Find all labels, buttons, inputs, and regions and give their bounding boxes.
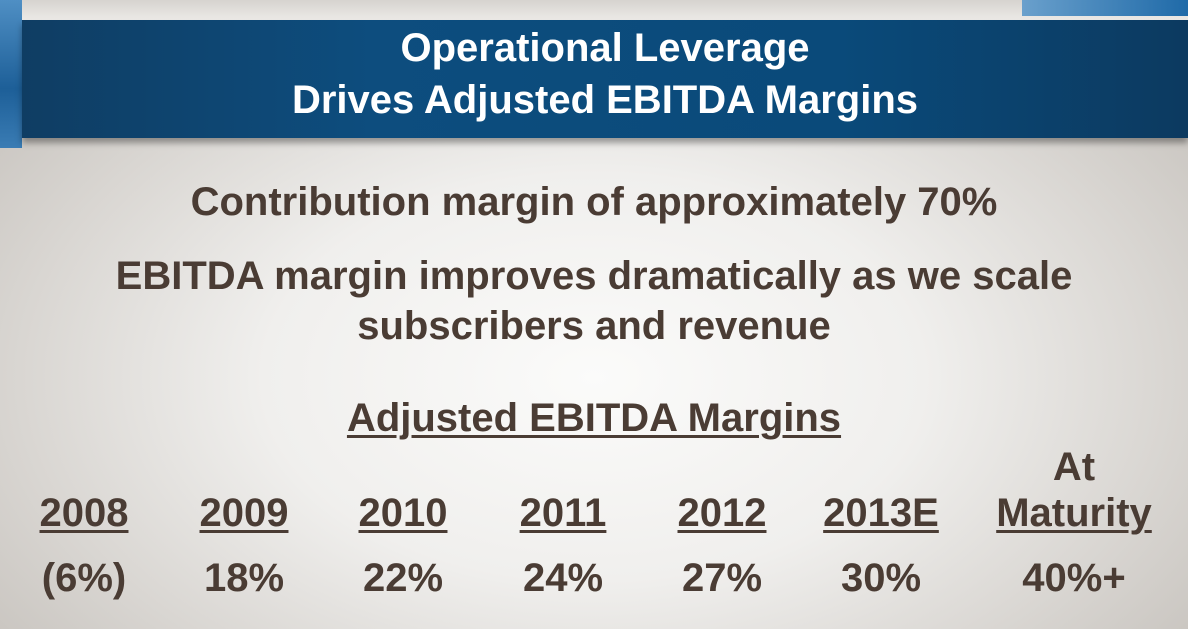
margin-column-2008: 2008 (6%) (0, 0, 174, 629)
margin-value: 18% (203, 556, 285, 600)
slide-title: Operational Leverage Drives Adjusted EBI… (22, 22, 1188, 126)
left-edge-accent (0, 0, 22, 148)
contribution-margin-text: Contribution margin of approximately 70% (190, 180, 998, 224)
margin-value: (6%) (41, 556, 127, 600)
ebitda-margin-text-line-2: subscribers and revenue (357, 304, 831, 348)
year-label: 2012 (677, 491, 767, 535)
margin-column-2009: 2009 18% (154, 0, 334, 629)
ebitda-margin-text-line-1: EBITDA margin improves dramatically as w… (115, 254, 1073, 298)
margin-value: 27% (681, 556, 763, 600)
margin-value: 22% (362, 556, 444, 600)
year-label: 2009 (199, 491, 289, 535)
maturity-label-line-1: At (1052, 445, 1096, 489)
year-label: 2011 (519, 491, 607, 535)
year-label: 2013E (823, 491, 939, 535)
top-strip (0, 0, 1188, 20)
margin-value: 40%+ (1022, 556, 1126, 600)
year-label: 2008 (39, 491, 129, 535)
maturity-label-line-2: Maturity (996, 491, 1152, 535)
margin-column-2011: 2011 24% (473, 0, 653, 629)
title-banner (22, 20, 1188, 138)
title-line-2: Drives Adjusted EBITDA Margins (291, 78, 919, 122)
margin-column-2012: 2012 27% (632, 0, 812, 629)
margin-column-at-maturity: At Maturity 40%+ (974, 0, 1174, 629)
margin-column-2010: 2010 22% (313, 0, 493, 629)
margin-value: 24% (522, 556, 604, 600)
corner-accent (1022, 0, 1188, 16)
margin-value: 30% (840, 556, 922, 600)
margin-column-2013e: 2013E 30% (791, 0, 971, 629)
year-label: 2010 (358, 491, 448, 535)
margins-section-title: Adjusted EBITDA Margins (346, 396, 842, 440)
title-line-1: Operational Leverage (400, 26, 810, 70)
